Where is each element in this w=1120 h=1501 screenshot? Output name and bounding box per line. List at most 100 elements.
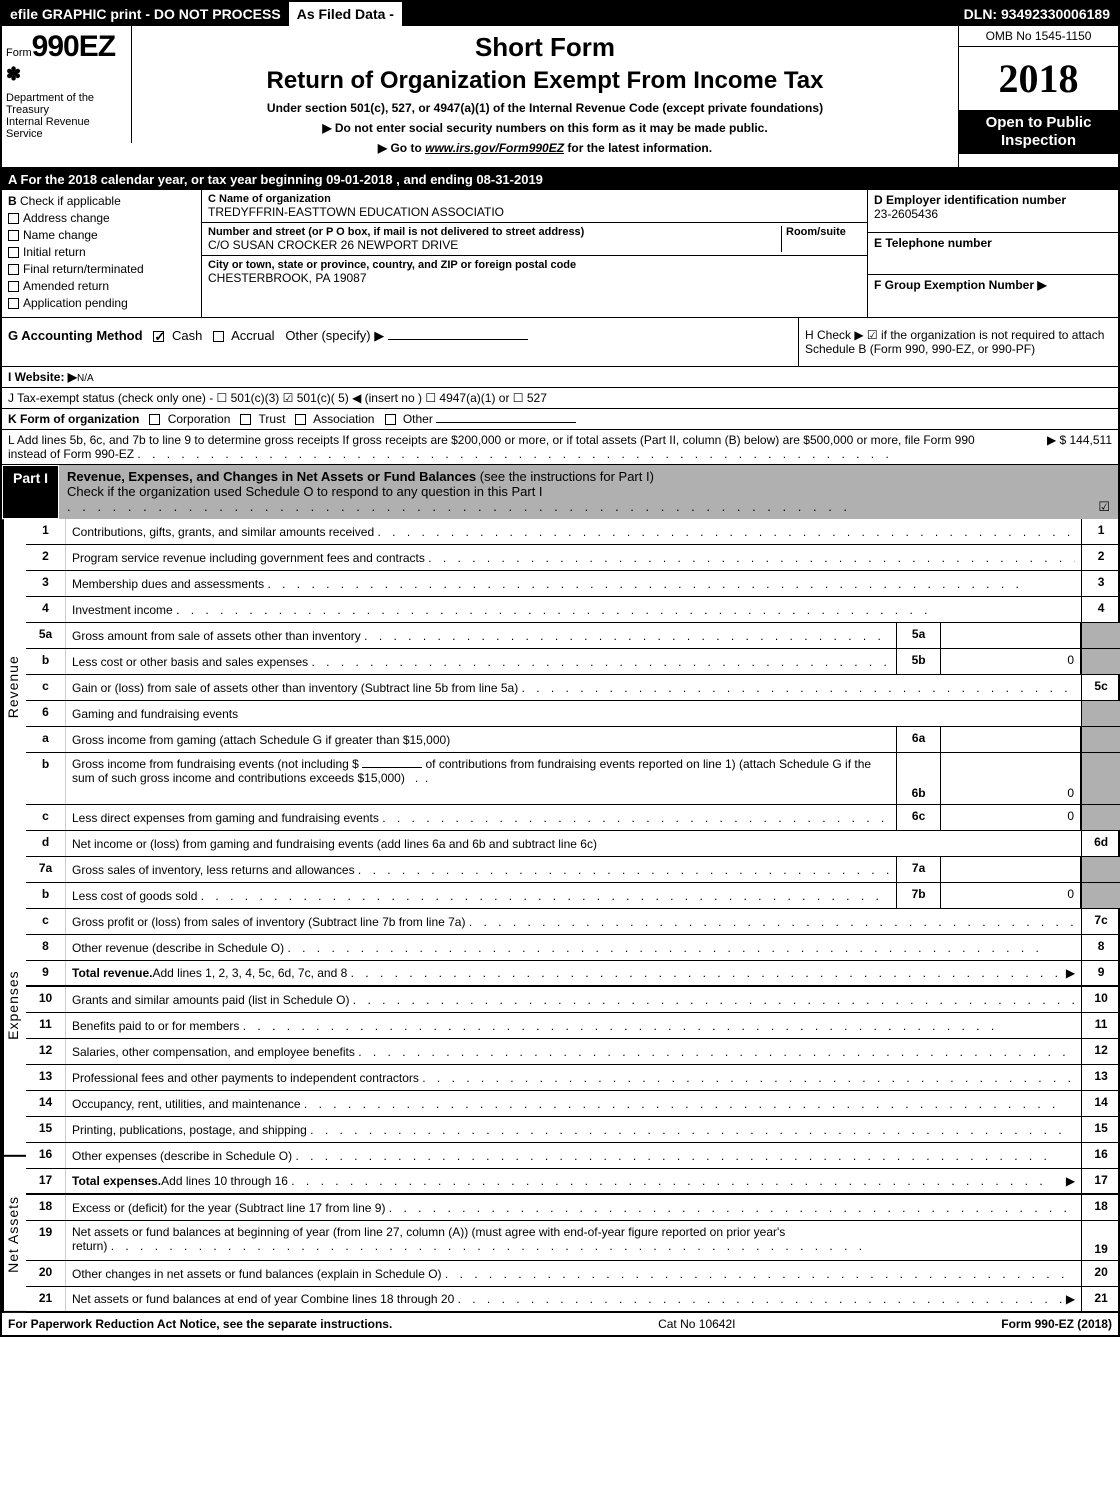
cb-amended-return[interactable]: Amended return	[8, 279, 195, 293]
section-bcd: B Check if applicable Address change Nam…	[2, 190, 1118, 318]
org-name-row: C Name of organization TREDYFFRIN-EASTTO…	[202, 190, 867, 223]
table-body: 1 Contributions, gifts, grants, and simi…	[26, 519, 1120, 1313]
section-d: D Employer identification number 23-2605…	[868, 190, 1118, 317]
group-exempt-row: F Group Exemption Number ▶	[868, 275, 1118, 317]
ein-value: 23-2605436	[874, 207, 1112, 221]
section-g: G Accounting Method Cash Accrual Other (…	[2, 318, 798, 366]
city-label: City or town, state or province, country…	[208, 259, 861, 271]
section-gh: G Accounting Method Cash Accrual Other (…	[2, 318, 1118, 367]
footer-mid: Cat No 10642I	[658, 1317, 735, 1331]
page-footer: For Paperwork Reduction Act Notice, see …	[2, 1313, 1118, 1335]
ein-row: D Employer identification number 23-2605…	[868, 190, 1118, 233]
header-center: Short Form Return of Organization Exempt…	[132, 26, 958, 167]
part1-check-text: Check if the organization used Schedule …	[67, 484, 543, 499]
part1-label: Part I	[2, 465, 59, 519]
tel-label: E Telephone number	[874, 236, 992, 250]
dln-label: DLN: 93492330006189	[956, 2, 1118, 26]
dept-line1: Department of the Treasury	[6, 92, 127, 116]
org-addr-row: Number and street (or P O box, if mail i…	[202, 223, 867, 256]
cb-association[interactable]	[295, 414, 306, 425]
line-2: 2 Program service revenue including gove…	[26, 545, 1120, 571]
line-7c: c Gross profit or (loss) from sales of i…	[26, 909, 1120, 935]
g-label: G Accounting Method	[8, 328, 143, 343]
room-label: Room/suite	[786, 226, 861, 238]
org-city-row: City or town, state or province, country…	[202, 256, 867, 288]
cb-cash[interactable]	[153, 331, 164, 342]
goto-link[interactable]: ▶ Go to www.irs.gov/Form990EZ for the la…	[142, 141, 948, 155]
footer-right: Form 990-EZ (2018)	[1001, 1317, 1112, 1331]
line-6a: a Gross income from gaming (attach Sched…	[26, 727, 1120, 753]
spacer	[404, 2, 956, 26]
group-label: F Group Exemption Number ▶	[874, 278, 1047, 292]
line-19: 19 Net assets or fund balances at beginn…	[26, 1221, 1120, 1261]
line-16: 16 Other expenses (describe in Schedule …	[26, 1143, 1120, 1169]
form-990ez-page: efile GRAPHIC print - DO NOT PROCESS As …	[0, 0, 1120, 1337]
org-name-value: TREDYFFRIN-EASTTOWN EDUCATION ASSOCIATIO	[208, 205, 861, 219]
line-11: 11 Benefits paid to or for members 11	[26, 1013, 1120, 1039]
ein-label: D Employer identification number	[874, 193, 1066, 207]
form-org-row: K Form of organization Corporation Trust…	[2, 409, 1118, 430]
part1-instr: (see the instructions for Part I)	[480, 469, 654, 484]
cb-application-pending[interactable]: Application pending	[8, 296, 195, 310]
cb-address-change[interactable]: Address change	[8, 211, 195, 225]
line-13: 13 Professional fees and other payments …	[26, 1065, 1120, 1091]
part1-checkbox[interactable]: ☑	[1098, 499, 1110, 515]
line-6d: d Net income or (loss) from gaming and f…	[26, 831, 1120, 857]
tax-year: 2018	[959, 47, 1118, 110]
part1-table: Revenue Expenses Net Assets 1 Contributi…	[2, 519, 1118, 1313]
line-8: 8 Other revenue (describe in Schedule O)…	[26, 935, 1120, 961]
line-20: 20 Other changes in net assets or fund b…	[26, 1261, 1120, 1287]
line-10: 10 Grants and similar amounts paid (list…	[26, 987, 1120, 1013]
part1-header: Part I Revenue, Expenses, and Changes in…	[2, 465, 1118, 519]
line-6b: b Gross income from fundraising events (…	[26, 753, 1120, 805]
part1-title: Revenue, Expenses, and Changes in Net As…	[67, 469, 476, 484]
line-15: 15 Printing, publications, postage, and …	[26, 1117, 1120, 1143]
line-7b: b Less cost of goods sold 7b 0	[26, 883, 1120, 909]
website-value: N/A	[77, 373, 94, 384]
line-17: 17 Total expenses. Add lines 10 through …	[26, 1169, 1120, 1195]
line-7a: 7a Gross sales of inventory, less return…	[26, 857, 1120, 883]
line-6c: c Less direct expenses from gaming and f…	[26, 805, 1120, 831]
efile-mid: As Filed Data -	[289, 2, 404, 26]
section-c: C Name of organization TREDYFFRIN-EASTTO…	[202, 190, 868, 317]
efile-top-bar: efile GRAPHIC print - DO NOT PROCESS As …	[2, 2, 1118, 26]
form-number-box: Form990EZ ✽	[2, 26, 132, 89]
line-18: 18 Excess or (deficit) for the year (Sub…	[26, 1195, 1120, 1221]
section-b: B Check if applicable Address change Nam…	[2, 190, 202, 317]
addr-label: Number and street (or P O box, if mail i…	[208, 226, 781, 238]
k-label: K Form of organization	[8, 412, 139, 426]
line-1: 1 Contributions, gifts, grants, and simi…	[26, 519, 1120, 545]
dept-line2: Internal Revenue Service	[6, 116, 127, 140]
other-org-input[interactable]	[436, 422, 576, 423]
line-5a: 5a Gross amount from sale of assets othe…	[26, 623, 1120, 649]
addr-value: C/O SUSAN CROCKER 26 NEWPORT DRIVE	[208, 238, 781, 252]
footer-left: For Paperwork Reduction Act Notice, see …	[8, 1317, 392, 1331]
cb-accrual[interactable]	[213, 331, 224, 342]
open-public-badge: Open to Public Inspection	[959, 110, 1118, 154]
irs-eagle-icon: ✽	[6, 64, 127, 85]
line-14: 14 Occupancy, rent, utilities, and maint…	[26, 1091, 1120, 1117]
cb-other-org[interactable]	[385, 414, 396, 425]
org-name-label: C Name of organization	[208, 193, 861, 205]
line-3: 3 Membership dues and assessments 3 132,…	[26, 571, 1120, 597]
form-header: Form990EZ ✽ Department of the Treasury I…	[2, 26, 1118, 169]
cb-initial-return[interactable]: Initial return	[8, 245, 195, 259]
city-value: CHESTERBROOK, PA 19087	[208, 271, 861, 285]
efile-left: efile GRAPHIC print - DO NOT PROCESS	[2, 2, 289, 26]
header-right: OMB No 1545-1150 2018 Open to Public Ins…	[958, 26, 1118, 167]
side-label-expenses: Expenses	[2, 855, 26, 1157]
cb-corporation[interactable]	[149, 414, 160, 425]
cb-trust[interactable]	[240, 414, 251, 425]
row-a-tax-year: A For the 2018 calendar year, or tax yea…	[2, 169, 1118, 190]
side-label-netassets: Net Assets	[2, 1157, 26, 1313]
short-form-title: Short Form	[142, 32, 948, 63]
g-other-input[interactable]	[388, 339, 528, 340]
section-h: H Check ▶ ☑ if the organization is not r…	[798, 318, 1118, 366]
cb-name-change[interactable]: Name change	[8, 228, 195, 242]
website-label: I Website: ▶	[8, 370, 77, 384]
line-l-row: L Add lines 5b, 6c, and 7b to line 9 to …	[2, 430, 1118, 465]
cb-final-return[interactable]: Final return/terminated	[8, 262, 195, 276]
line-5b: b Less cost or other basis and sales exp…	[26, 649, 1120, 675]
part1-title-box: Revenue, Expenses, and Changes in Net As…	[59, 465, 1118, 519]
b-label: B	[8, 194, 17, 208]
